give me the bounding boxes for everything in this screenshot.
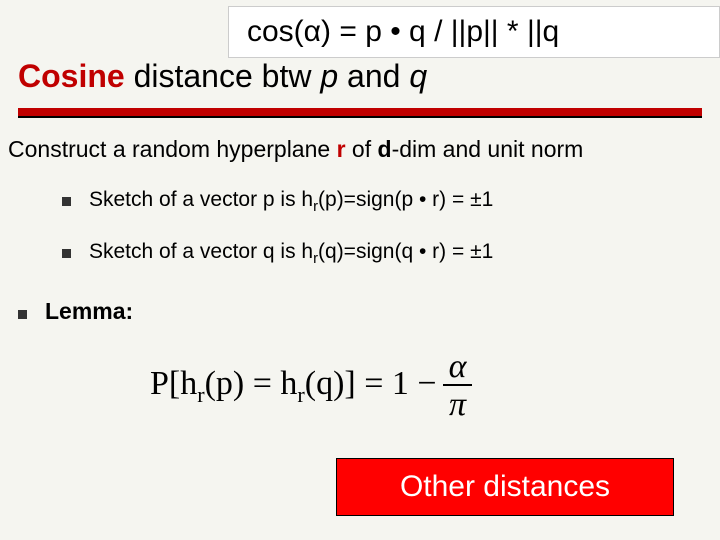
cosine-formula-box: cos(α) = p • q / ||p|| * ||q [228,6,720,58]
sketch-q-row: Sketch of a vector q is hr(q)=sign(q • r… [62,240,493,267]
sketch-p-post: (p)=sign(p • r) = ±1 [318,188,493,211]
eqn-pre: P[h [150,365,197,402]
construct-line: Construct a random hyperplane r of d-dim… [8,136,583,163]
construct-pre: Construct a random hyperplane [8,136,337,162]
construct-r: r [337,136,346,162]
lemma-label: Lemma: [45,298,133,325]
title-cosine: Cosine [18,58,125,94]
sketch-q-post: (q)=sign(q • r) = ±1 [318,240,493,263]
title-and: and [338,58,409,94]
cosine-formula: cos(α) = p • q / ||p|| * ||q [247,15,559,49]
slide-title: Cosine distance btw p and q [18,58,427,95]
bullet-icon [18,310,27,319]
bullet-icon [62,197,71,206]
construct-mid: of [346,136,378,162]
eqn-mid2: (q)] = 1 − [305,365,437,402]
title-rest1: distance btw [125,58,321,94]
sketch-p-row: Sketch of a vector p is hr(p)=sign(p • r… [62,188,493,215]
sketch-p-text: Sketch of a vector p is hr(p)=sign(p • r… [89,188,493,215]
eqn-fraction: α π [443,350,473,423]
eqn-sub1: r [197,382,204,407]
other-distances-label: Other distances [400,470,610,504]
eqn-lhs: P[hr(p) = hr(q)] = 1 − [150,365,437,408]
title-underline-bar [18,108,702,118]
sketch-q-text: Sketch of a vector q is hr(q)=sign(q • r… [89,240,493,267]
eqn-mid1: (p) = h [205,365,298,402]
construct-post: -dim and unit norm [392,136,584,162]
title-p: p [320,58,338,94]
eqn-numerator: α [443,350,473,386]
eqn-denominator: π [443,386,472,423]
bullet-icon [62,249,71,258]
eqn-sub2: r [297,382,304,407]
sketch-q-pre: Sketch of a vector q is h [89,240,313,263]
lemma-row: Lemma: [18,298,133,325]
title-q: q [409,58,427,94]
other-distances-box: Other distances [336,458,674,516]
construct-d: d [378,136,392,162]
sketch-p-pre: Sketch of a vector p is h [89,188,313,211]
probability-equation: P[hr(p) = hr(q)] = 1 − α π [150,350,472,423]
